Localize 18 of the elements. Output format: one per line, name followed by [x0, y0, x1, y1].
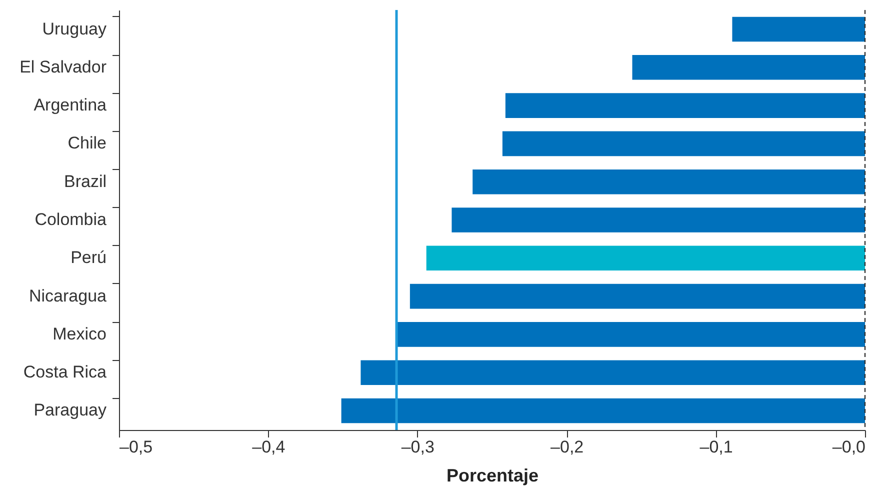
x-axis-title: Porcentaje [446, 466, 539, 486]
y-tick-label: Colombia [34, 210, 108, 229]
y-tick-label: Perú [70, 248, 106, 268]
y-tick-label: Uruguay [42, 19, 107, 38]
y-tick-label: Argentina [34, 96, 108, 115]
y-tick-label: Brazil [64, 172, 106, 191]
x-tick-label: –0,5 [120, 438, 153, 456]
x-tick-label: –0,1 [700, 438, 733, 456]
x-tick-label: –0,0 [832, 438, 866, 456]
y-tick-label: El Salvador [20, 57, 107, 76]
x-tick-label: –0,3 [401, 438, 434, 456]
y-tick-label: Mexico [52, 324, 106, 344]
y-tick-label: Paraguay [34, 400, 107, 420]
x-tick-label: –0,2 [550, 438, 584, 456]
x-tick-label: –0,4 [252, 438, 286, 456]
y-tick-label: Nicaragua [29, 286, 108, 306]
y-tick-label: Costa Rica [23, 362, 108, 382]
y-tick-label: Chile [68, 134, 106, 153]
